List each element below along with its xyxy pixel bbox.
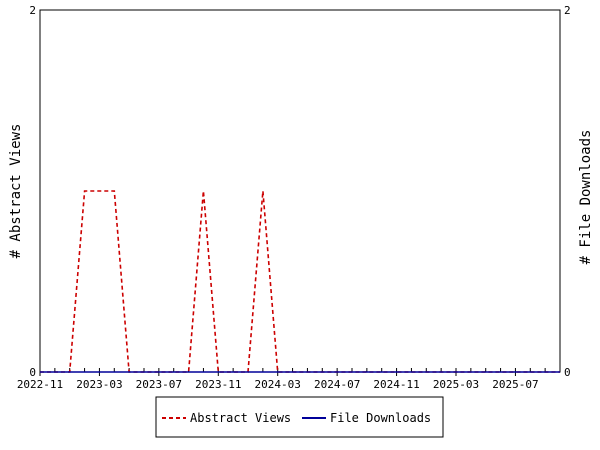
left-axis-title: # Abstract Views (8, 124, 24, 259)
right-axis-title: # File Downloads (578, 130, 594, 265)
x-tick-label: 2023-07 (136, 378, 182, 391)
series-line-abstract-views (40, 190, 560, 373)
x-tick-label: 2023-03 (76, 378, 122, 391)
x-tick-label: 2024-07 (314, 378, 360, 391)
x-axis: 2022-11 2023-03 2023-07 2023-11 2024-03 2024-… (17, 368, 561, 391)
y-right-tick-label: 2 (564, 4, 571, 17)
x-tick-label: 2024-03 (255, 378, 301, 391)
series-layer (40, 190, 560, 373)
x-tick-label: 2025-03 (433, 378, 479, 391)
y-left-tick-label: 0 (29, 366, 36, 379)
y-left-tick-label: 2 (29, 4, 36, 17)
y-right-tick-label: 0 (564, 366, 571, 379)
x-tick-label: 2022-11 (17, 378, 63, 391)
x-tick-label: 2025-07 (492, 378, 538, 391)
legend-box (155, 396, 444, 438)
x-tick-label: 2024-11 (373, 378, 419, 391)
y-axis: 0 2 0 2 (29, 4, 570, 379)
legend-label-file-downloads: File Downloads (330, 411, 431, 425)
x-tick-label: 2023-11 (195, 378, 241, 391)
plot-area (39, 9, 561, 373)
legend-label-abstract-views: Abstract Views (190, 411, 291, 425)
legend: Abstract Views File Downloads (155, 396, 444, 438)
